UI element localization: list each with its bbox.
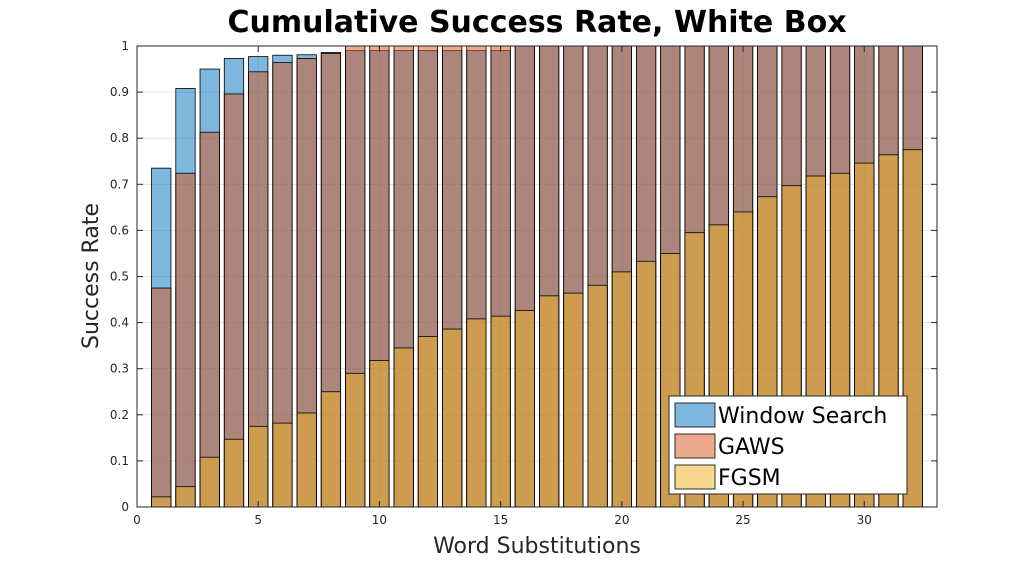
bar [199,131,220,508]
legend: Window Search GAWS FGSM [668,395,908,495]
x-tick-label: 30 [857,513,872,527]
bar [151,287,172,508]
bar [223,438,245,508]
legend-swatch [674,433,716,459]
x-tick-label: 25 [735,513,750,527]
x-axis-label: Word Substitutions [433,534,641,559]
legend-label: GAWS [718,435,785,460]
y-tick-label: 0 [121,500,129,514]
y-tick-label: 1 [121,39,129,53]
y-tick-label: 0.6 [110,223,129,237]
x-tick-label: 5 [254,513,262,527]
bar [490,315,511,508]
bar [611,271,632,508]
y-axis-label: Success Rate [79,203,104,349]
bar [151,496,172,508]
bar [393,347,414,508]
y-tick-label: 0.7 [110,177,129,191]
bar [539,295,560,508]
legend-label: FGSM [718,466,781,491]
bar [417,336,439,508]
x-tick-label: 20 [614,513,629,527]
x-tick-label: 0 [133,513,141,527]
bar [514,310,535,508]
y-tick-label: 0.3 [110,362,129,376]
bar [442,328,463,508]
bar [369,360,390,508]
bar [175,486,196,508]
bar [272,422,293,508]
x-tick-label: 15 [493,513,508,527]
bar [199,456,220,508]
bar [248,425,269,508]
bar [563,292,584,508]
y-tick-label: 0.9 [110,85,129,99]
legend-swatch [674,402,716,428]
legend-label: Window Search [718,404,887,429]
legend-swatch [674,464,716,490]
series-fgsm [151,149,923,508]
y-tick-label: 0.1 [110,454,129,468]
y-tick-label: 0.2 [110,408,129,422]
bar [466,318,487,508]
ticks: 00.10.20.30.40.50.60.70.80.910 5 10 15 20 25 3… [110,39,937,527]
bar [296,412,317,508]
bar [635,260,657,508]
bar [175,172,196,508]
y-tick-label: 0.5 [110,270,129,284]
bar [587,284,608,508]
bar [345,372,366,508]
y-tick-label: 0.4 [110,316,129,330]
y-tick-label: 0.8 [110,131,129,145]
x-tick-label: 10 [372,513,387,527]
chart-title: Cumulative Success Rate, White Box [227,5,846,40]
bar [320,391,342,508]
